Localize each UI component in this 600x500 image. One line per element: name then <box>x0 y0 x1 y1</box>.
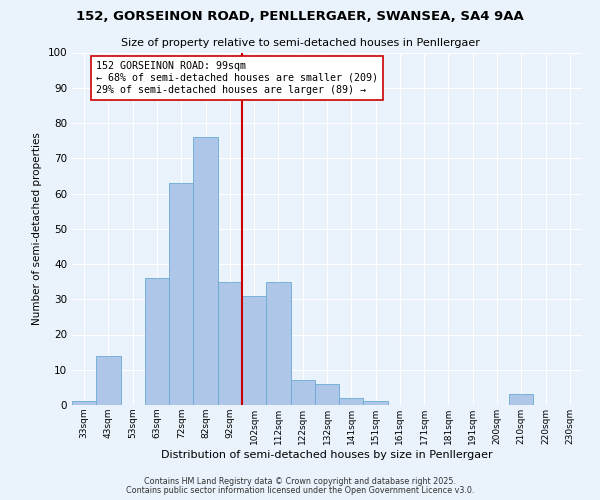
Text: Size of property relative to semi-detached houses in Penllergaer: Size of property relative to semi-detach… <box>121 38 479 48</box>
Bar <box>193 137 218 405</box>
Bar <box>364 402 388 405</box>
Bar <box>242 296 266 405</box>
Bar <box>290 380 315 405</box>
Text: Contains HM Land Registry data © Crown copyright and database right 2025.: Contains HM Land Registry data © Crown c… <box>144 477 456 486</box>
Y-axis label: Number of semi-detached properties: Number of semi-detached properties <box>32 132 42 325</box>
Bar <box>218 282 242 405</box>
Bar <box>145 278 169 405</box>
X-axis label: Distribution of semi-detached houses by size in Penllergaer: Distribution of semi-detached houses by … <box>161 450 493 460</box>
Bar <box>266 282 290 405</box>
Text: 152 GORSEINON ROAD: 99sqm
← 68% of semi-detached houses are smaller (209)
29% of: 152 GORSEINON ROAD: 99sqm ← 68% of semi-… <box>96 62 378 94</box>
Bar <box>169 183 193 405</box>
Bar <box>96 356 121 405</box>
Bar <box>72 402 96 405</box>
Bar <box>339 398 364 405</box>
Bar <box>509 394 533 405</box>
Text: Contains public sector information licensed under the Open Government Licence v3: Contains public sector information licen… <box>126 486 474 495</box>
Text: 152, GORSEINON ROAD, PENLLERGAER, SWANSEA, SA4 9AA: 152, GORSEINON ROAD, PENLLERGAER, SWANSE… <box>76 10 524 23</box>
Bar <box>315 384 339 405</box>
